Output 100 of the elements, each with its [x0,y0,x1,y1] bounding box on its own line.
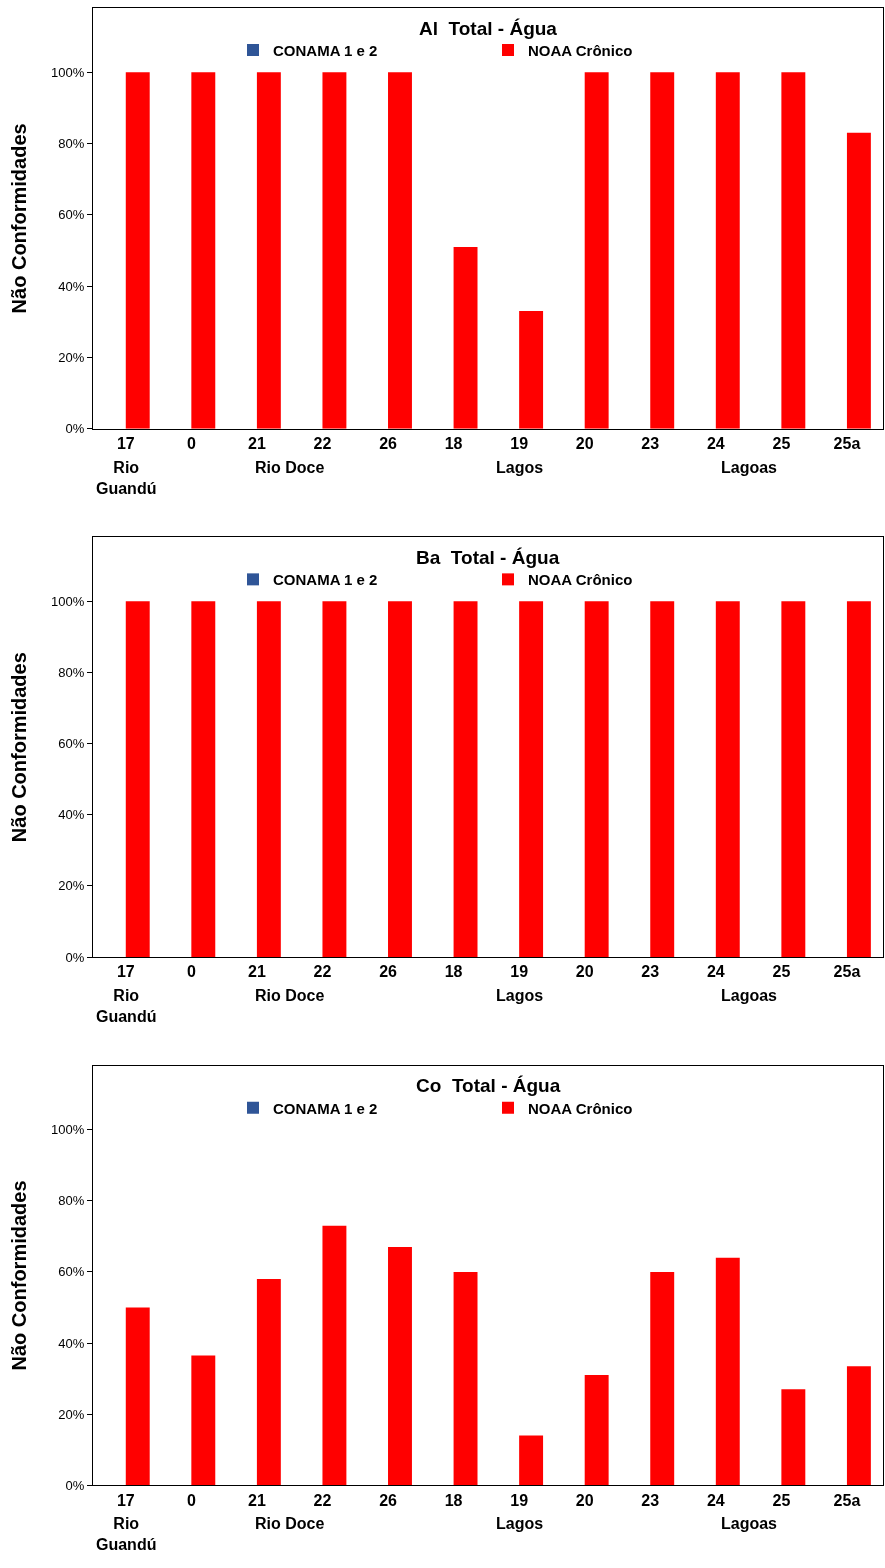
y-tick-label: 100% [51,1122,85,1138]
x-tick-label: 22 [313,1491,332,1509]
text: Lagos [496,459,544,476]
bar [715,72,740,429]
y-tick-label: 100% [51,64,85,80]
x-tick-label: 0 [186,963,196,981]
text: Rio Doce [255,459,325,476]
bar [650,72,675,429]
y-axis-title: Não Conformidades [8,123,31,314]
y-tick-label: 80% [58,136,85,152]
bar [322,72,347,429]
x-tick-label: 26 [379,1491,398,1509]
y-tick-label: 20% [58,350,85,366]
legend-label: CONAMA 1 e 2 [273,41,378,59]
y-tick-label: 0% [65,421,85,437]
bar [191,1355,216,1486]
bar [191,72,216,429]
x-tick-label: 24 [706,1491,725,1509]
x-tick-label: 0 [186,1491,196,1509]
bar [453,1271,478,1486]
bar [519,311,544,429]
y-tick-label: 40% [58,278,85,294]
text: Rio Guandú [96,987,157,1025]
text: Rio Guandú [96,459,157,497]
x-tick-label: 17 [116,1491,135,1509]
x-tick-label: 26 [379,435,398,453]
x-tick-label: 0 [186,435,196,453]
x-tick-label: 20 [575,435,594,453]
y-tick-label: 100% [51,593,85,609]
legend-label: CONAMA 1 e 2 [273,571,378,589]
bar [256,72,281,429]
x-tick-label: 21 [248,435,266,453]
x-tick-label: 19 [510,1491,529,1509]
bar [715,1257,740,1486]
x-tick-label: 25 [772,1491,791,1509]
text: Lagos [496,1515,544,1532]
x-tick-label: 25a [833,963,861,981]
x-tick-label: 20 [575,1491,594,1509]
bar [650,1271,675,1486]
text: Lagoas [721,1515,778,1532]
x-tick-label: 18 [444,1491,463,1509]
y-tick-label: 20% [58,1406,85,1422]
bar [388,72,412,429]
x-tick-label: 17 [116,963,135,981]
y-tick-label: 80% [58,664,85,680]
text: Rio Doce [255,987,325,1004]
bar [519,1435,544,1486]
bar [125,72,150,429]
y-tick-label: 60% [58,736,85,752]
text: Rio Guandú [96,1515,157,1553]
x-tick-label: 25a [833,435,861,453]
bar [584,72,609,429]
x-tick-label: 19 [510,435,529,453]
bar [256,1279,281,1486]
text: Co Total - Água [416,1075,561,1096]
y-tick-label: 20% [58,878,85,894]
bar [846,1366,871,1486]
text: Lagos [496,987,544,1004]
y-tick-label: 0% [65,1477,85,1493]
x-tick-label: 19 [510,963,529,981]
bar [453,246,478,429]
text: Rio Doce [255,1515,325,1532]
legend-label: NOAA Crônico [528,41,633,59]
text: Al Total - Água [419,18,558,39]
x-tick-label: 24 [706,435,725,453]
text: Lagoas [721,987,778,1004]
x-tick-label: 23 [641,963,660,981]
y-tick-label: 80% [58,1193,85,1209]
x-tick-label: 21 [248,963,266,981]
x-tick-label: 23 [641,1491,660,1509]
bar [781,1389,806,1486]
x-tick-label: 25 [772,435,791,453]
bar [125,1307,150,1486]
legend-label: NOAA Crônico [528,571,633,589]
legend-label: NOAA Crônico [528,1099,633,1117]
y-tick-label: 0% [65,949,85,965]
y-tick-label: 60% [58,207,85,223]
x-tick-label: 22 [313,963,332,981]
x-tick-label: 17 [116,435,135,453]
y-axis-title: Não Conformidades [8,1180,31,1371]
x-tick-label: 18 [444,435,463,453]
text: Ba Total - Água [416,547,560,568]
bar [781,72,806,429]
text: Lagoas [721,459,778,476]
x-tick-label: 22 [313,435,332,453]
x-tick-label: 23 [641,435,660,453]
bar [388,1247,412,1486]
x-tick-label: 24 [706,963,725,981]
y-tick-label: 60% [58,1264,85,1280]
bar [846,132,871,429]
x-tick-label: 20 [575,963,594,981]
x-tick-label: 25 [772,963,791,981]
y-axis-title: Não Conformidades [8,652,31,843]
y-tick-label: 40% [58,807,85,823]
y-tick-label: 40% [58,1335,85,1351]
x-tick-label: 21 [248,1491,266,1509]
legend-label: CONAMA 1 e 2 [273,1099,378,1117]
x-tick-label: 18 [444,963,463,981]
x-tick-label: 25a [833,1491,861,1509]
bar [322,1225,347,1486]
